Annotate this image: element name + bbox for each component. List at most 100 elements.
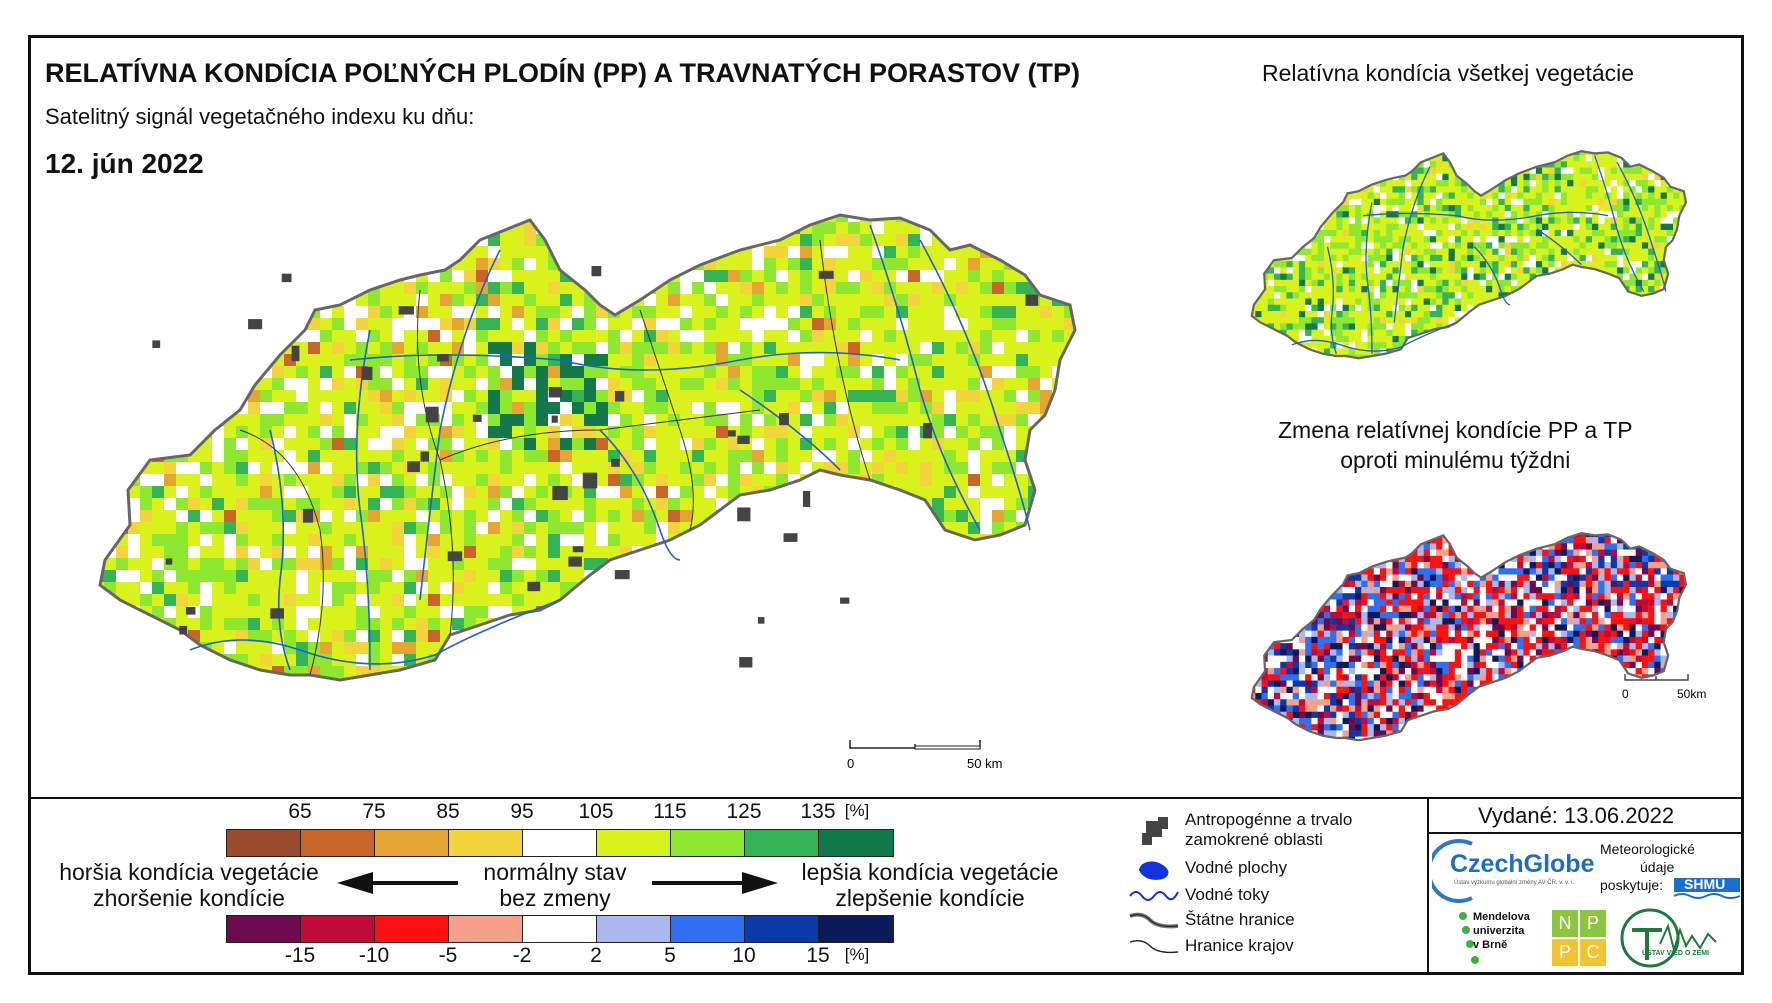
map-cell (1305, 192, 1312, 199)
map-cell (1604, 161, 1611, 168)
map-cell (836, 618, 849, 631)
map-cell (428, 486, 441, 499)
map-cell (1040, 534, 1053, 547)
map-cell (872, 486, 885, 499)
map-cell (1342, 186, 1350, 193)
map-cell (524, 498, 537, 511)
map-cell (1673, 217, 1680, 224)
map-cell (1398, 223, 1406, 231)
map-cell (1423, 279, 1431, 287)
map-cell (1523, 236, 1530, 243)
map-cell (860, 558, 873, 571)
map-cell (1442, 155, 1449, 162)
map-cell (896, 438, 909, 451)
map-cell (740, 234, 753, 247)
map-cell (236, 342, 249, 355)
map-cell (188, 306, 201, 319)
map-cell (620, 642, 633, 655)
map-cell (236, 666, 249, 679)
map-cell (716, 558, 729, 571)
map-cell (1504, 242, 1512, 249)
map-cell (908, 570, 921, 583)
map-cell (1028, 558, 1041, 571)
map-cell (1411, 173, 1418, 181)
map-cell (716, 678, 729, 680)
map-cell (692, 606, 705, 619)
map-cell (1380, 155, 1387, 162)
map-cell (512, 438, 525, 451)
map-cell (260, 215, 273, 223)
map-cell (680, 390, 693, 403)
map-cell (1666, 198, 1674, 206)
map-cell (608, 222, 621, 235)
map-cell (632, 462, 645, 475)
map-cell (728, 534, 741, 547)
map-cell (1373, 248, 1381, 256)
map-cell (320, 630, 333, 643)
map-cell (1261, 211, 1268, 218)
map-cell (1461, 211, 1468, 218)
map-cell (1361, 273, 1368, 281)
map-cell (1510, 236, 1518, 243)
map-cell (764, 354, 777, 367)
map-cell (1386, 229, 1393, 237)
map-cell (1273, 242, 1281, 249)
map-cell (752, 270, 765, 283)
map-cell (1473, 173, 1480, 181)
map-cell (440, 215, 453, 223)
map-cell (776, 270, 789, 283)
map-cell (872, 510, 885, 523)
map-cell (740, 630, 753, 643)
map-cell (1361, 167, 1368, 175)
map-cell (584, 654, 597, 667)
map-cell (572, 462, 585, 475)
map-cell (728, 318, 741, 331)
map-cell (116, 510, 129, 523)
map-cell (416, 215, 429, 223)
map-cell (788, 414, 801, 427)
map-cell (884, 258, 897, 271)
map-cell (1685, 254, 1687, 262)
map-cell (320, 606, 333, 619)
map-cell (908, 390, 921, 403)
map-cell (956, 294, 969, 307)
map-cell (1592, 173, 1599, 181)
map-cell (1373, 186, 1381, 193)
map-cell (176, 558, 189, 571)
map-cell (980, 402, 993, 415)
map-cell (860, 654, 873, 667)
map-cell (776, 570, 789, 583)
map-cell (560, 534, 573, 547)
map-cell (800, 426, 813, 439)
map-cell (1423, 198, 1431, 206)
map-cell (1673, 180, 1680, 187)
map-cell (1461, 261, 1468, 268)
map-cell (440, 474, 453, 487)
map-cell (704, 522, 717, 535)
map-cell (584, 318, 597, 331)
map-cell (80, 630, 93, 643)
map-cell (908, 606, 921, 619)
map-cell (1454, 254, 1462, 262)
map-cell (116, 378, 129, 391)
map-cell (1479, 223, 1487, 231)
map-cell (872, 402, 885, 415)
map-cell (1052, 246, 1065, 259)
map-cell (1448, 242, 1456, 249)
map-cell (500, 546, 513, 559)
map-cell (836, 342, 849, 355)
map-cell (836, 522, 849, 535)
map-cell (140, 402, 153, 415)
map-cell (100, 258, 105, 271)
map-cell (1585, 273, 1593, 281)
map-cell (1317, 151, 1325, 156)
map-cell (1273, 217, 1281, 224)
map-cell (1573, 173, 1580, 181)
map-cell (1411, 217, 1418, 224)
map-cell (1028, 378, 1041, 391)
map-cell (584, 414, 597, 427)
map-cell (932, 534, 945, 547)
map-cell (476, 498, 489, 511)
map-cell (1461, 217, 1468, 224)
map-cell (668, 438, 681, 451)
